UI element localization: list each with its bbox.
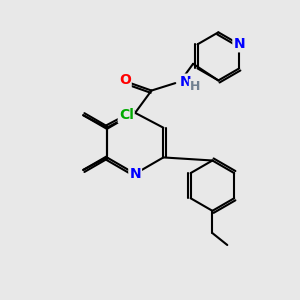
Text: O: O — [119, 73, 131, 87]
Text: H: H — [189, 80, 200, 93]
Text: N: N — [180, 75, 191, 88]
Text: Cl: Cl — [119, 108, 134, 122]
Text: N: N — [233, 37, 245, 51]
Text: N: N — [129, 167, 141, 181]
